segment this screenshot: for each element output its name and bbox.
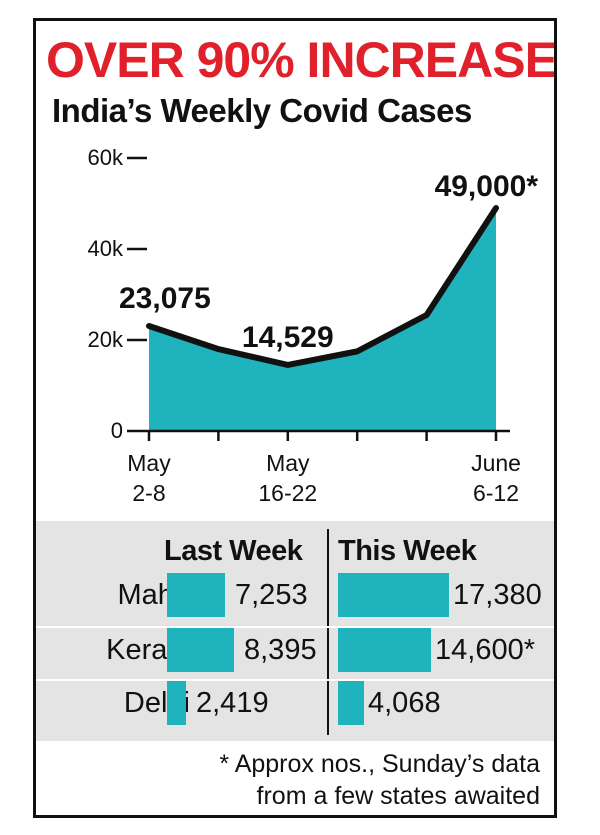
headline: OVER 90% INCREASE [46, 32, 557, 88]
column-header-last-week: Last Week [164, 535, 303, 567]
this-week-bar [338, 681, 364, 725]
x-tick-label: June [471, 450, 521, 476]
this-week-bar [338, 573, 449, 617]
data-label: 14,529 [242, 321, 334, 354]
y-tick-label: 60k [88, 145, 124, 170]
data-line [146, 205, 499, 368]
row-separator [36, 626, 554, 628]
data-label: 49,000* [435, 170, 539, 203]
this-week-value: 4,068 [368, 687, 441, 719]
y-tick-label: 40k [88, 236, 124, 261]
footnote-line-1: * Approx nos., Sunday’s data [219, 750, 540, 778]
footnote: * Approx nos., Sunday’s data from a few … [219, 748, 540, 812]
this-week-bar [338, 628, 431, 672]
this-week-value: 17,380 [453, 579, 542, 611]
y-tick-label: 20k [88, 327, 124, 352]
this-week-value: 14,600* [435, 634, 535, 666]
column-header-this-week: This Week [338, 535, 477, 567]
chart-title: India’s Weekly Covid Cases [52, 92, 472, 129]
area-fill [149, 208, 496, 431]
x-tick-label: May [127, 450, 171, 476]
last-week-value: 8,395 [244, 634, 317, 666]
last-week-bar [167, 573, 225, 617]
state-comparison-table: Last Week This Week Maha 7,253 17,380 Keral… [36, 521, 554, 741]
x-tick-label: 2-8 [132, 480, 165, 506]
row-separator [36, 679, 554, 681]
last-week-value: 2,419 [196, 687, 269, 719]
y-tick-label: 0 [111, 418, 123, 443]
infographic-frame: OVER 90% INCREASE India’s Weekly Covid C… [33, 18, 557, 818]
x-tick-label: May [266, 450, 310, 476]
last-week-value: 7,253 [235, 579, 308, 611]
last-week-bar [167, 681, 186, 725]
area-chart: 0 20k 40k 60k May 2-8 May 16-22 June 6-12 23,075 14… [88, 145, 539, 506]
x-tick-label: 6-12 [473, 480, 519, 506]
column-divider [327, 529, 329, 735]
last-week-bar [167, 628, 234, 672]
x-tick-label: 16-22 [258, 480, 317, 506]
data-label: 23,075 [119, 282, 211, 315]
footnote-line-2: from a few states awaited [256, 782, 540, 810]
